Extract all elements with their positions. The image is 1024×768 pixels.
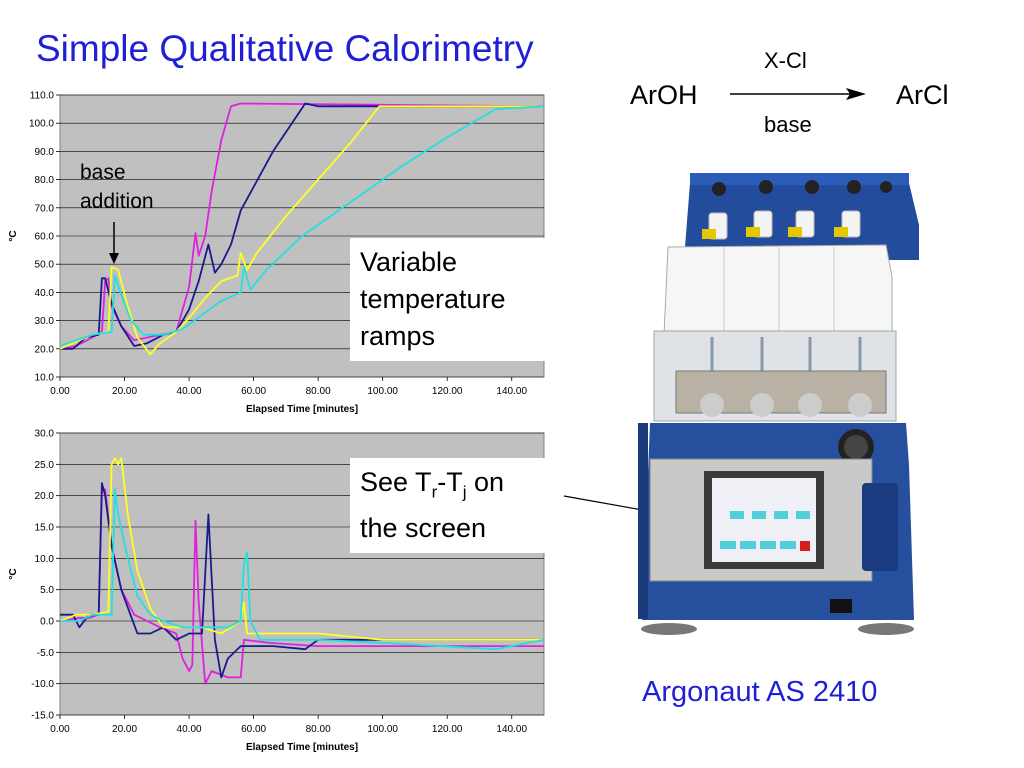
- reagent-below-label: base: [764, 112, 812, 137]
- series-line-cyan: [60, 488, 545, 651]
- y-tick-label: -15.0: [31, 711, 54, 722]
- ramps-line2: temperature: [360, 284, 506, 314]
- y-tick-label: 80.0: [35, 175, 55, 186]
- y-axis-label: °C: [8, 230, 19, 241]
- y-tick-label: 100.0: [29, 119, 54, 130]
- y-tick-label: 90.0: [35, 147, 55, 158]
- base-addition-line1: base: [80, 161, 126, 184]
- apparatus-caption: Argonaut AS 2410: [642, 676, 878, 708]
- base-addition-annotation: base addition: [80, 158, 154, 216]
- x-tick-label: 20.00: [112, 724, 137, 735]
- x-tick-label: 120.00: [432, 386, 463, 397]
- screen-sub-j: j: [462, 482, 467, 502]
- y-tick-label: 30.0: [35, 429, 55, 440]
- x-tick-label: 80.00: [306, 386, 331, 397]
- screen-suffix: on: [466, 467, 505, 497]
- y-tick-label: 15.0: [35, 523, 55, 534]
- screen-mid: -T: [437, 467, 463, 497]
- y-tick-label: 40.0: [35, 288, 55, 299]
- series-line-yellow: [59, 105, 544, 356]
- screen-line2: the screen: [360, 513, 487, 544]
- screen-line1: See Tr-Tj on: [360, 464, 542, 510]
- y-tick-label: 5.0: [40, 585, 54, 596]
- x-tick-label: 60.00: [241, 386, 266, 397]
- screen-prefix: See T: [360, 467, 432, 497]
- y-axis-label: °C: [8, 568, 19, 579]
- series-line-cyan: [59, 105, 545, 347]
- x-tick-label: 0.00: [50, 386, 70, 397]
- reagent-above-label: X-Cl: [764, 48, 807, 73]
- reactant-label: ArOH: [630, 80, 698, 110]
- product-label: ArCl: [896, 80, 949, 110]
- x-tick-label: 40.00: [177, 724, 202, 735]
- y-tick-label: 10.0: [35, 373, 55, 384]
- argonaut-apparatus-image: [638, 173, 919, 635]
- screen-callout: See Tr-Tj on the screen: [350, 458, 552, 554]
- y-tick-label: 30.0: [35, 316, 55, 327]
- ramps-line1: Variable: [360, 247, 458, 277]
- x-tick-label: 20.00: [112, 386, 137, 397]
- slide-title: Simple Qualitative Calorimetry: [36, 28, 534, 69]
- screen-sub-r: r: [431, 482, 438, 502]
- x-tick-label: 100.00: [367, 386, 398, 397]
- y-tick-label: 70.0: [35, 203, 55, 214]
- x-axis-label: Elapsed Time [minutes]: [246, 404, 358, 415]
- x-tick-label: 140.00: [496, 386, 527, 397]
- x-tick-label: 0.00: [50, 724, 70, 735]
- reaction-arrow: [730, 88, 866, 100]
- x-axis-label: Elapsed Time [minutes]: [246, 742, 358, 753]
- x-tick-label: 100.00: [367, 724, 398, 735]
- y-tick-label: 110.0: [30, 91, 55, 102]
- ramps-callout: Variable temperature ramps: [350, 238, 552, 361]
- x-tick-label: 40.00: [177, 386, 202, 397]
- base-addition-arrow: [109, 222, 119, 264]
- x-tick-label: 60.00: [241, 724, 266, 735]
- y-tick-label: 0.0: [40, 617, 54, 628]
- x-tick-label: 120.00: [432, 724, 463, 735]
- y-tick-label: -10.0: [31, 679, 54, 690]
- y-tick-label: 20.0: [35, 344, 55, 355]
- y-tick-label: 50.0: [35, 260, 55, 271]
- base-addition-line2: addition: [80, 190, 154, 213]
- y-tick-label: 10.0: [35, 554, 55, 565]
- y-tick-label: -5.0: [37, 648, 55, 659]
- x-tick-label: 80.00: [306, 724, 331, 735]
- y-tick-label: 25.0: [35, 460, 55, 471]
- y-tick-label: 60.0: [35, 232, 55, 243]
- x-tick-label: 140.00: [496, 724, 527, 735]
- ramps-line3: ramps: [360, 321, 436, 351]
- y-tick-label: 20.0: [35, 491, 55, 502]
